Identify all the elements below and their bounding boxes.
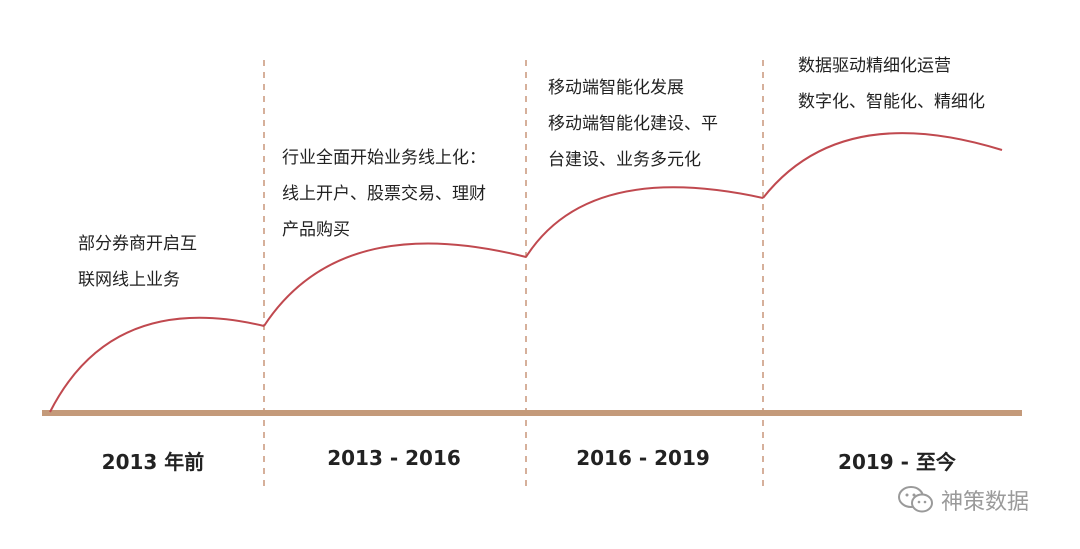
curve-segment-2	[263, 242, 527, 327]
stage-3-line-3: 台建设、业务多元化	[548, 150, 701, 170]
stage-3-line-1: 移动端智能化发展	[548, 78, 684, 98]
watermark-text: 神策数据	[941, 490, 1030, 515]
period-label-4: 2019 - 至今	[838, 450, 956, 474]
curve-segment-3	[525, 186, 764, 258]
stage-2-line-3: 产品购买	[282, 220, 350, 240]
stage-2-line-2: 线上开户、股票交易、理财	[282, 184, 486, 204]
stage-1-description: 部分券商开启互 联网线上业务	[78, 226, 197, 298]
stage-2-line-1: 行业全面开始业务线上化：	[282, 148, 486, 168]
baseline-axis	[42, 410, 1022, 416]
watermark: 神策数据	[897, 484, 1029, 516]
stage-3-description: 移动端智能化发展 移动端智能化建设、平 台建设、业务多元化	[548, 70, 718, 178]
stage-1-line-1: 部分券商开启互	[78, 234, 197, 254]
stage-4-line-2: 数字化、智能化、精细化	[798, 92, 985, 112]
stage-1-line-2: 联网线上业务	[78, 270, 180, 290]
curve-segment-4	[762, 132, 1003, 199]
period-label-1: 2013 年前	[101, 450, 205, 474]
period-label-2: 2013 - 2016	[327, 446, 461, 470]
curve-segment-1	[49, 316, 265, 413]
stage-2-description: 行业全面开始业务线上化： 线上开户、股票交易、理财 产品购买	[282, 140, 486, 248]
period-label-3: 2016 - 2019	[576, 446, 710, 470]
stage-3-line-2: 移动端智能化建设、平	[548, 114, 718, 134]
stage-4-description: 数据驱动精细化运营 数字化、智能化、精细化	[798, 48, 985, 120]
stage-4-line-1: 数据驱动精细化运营	[798, 56, 951, 76]
wechat-icon	[898, 486, 933, 513]
